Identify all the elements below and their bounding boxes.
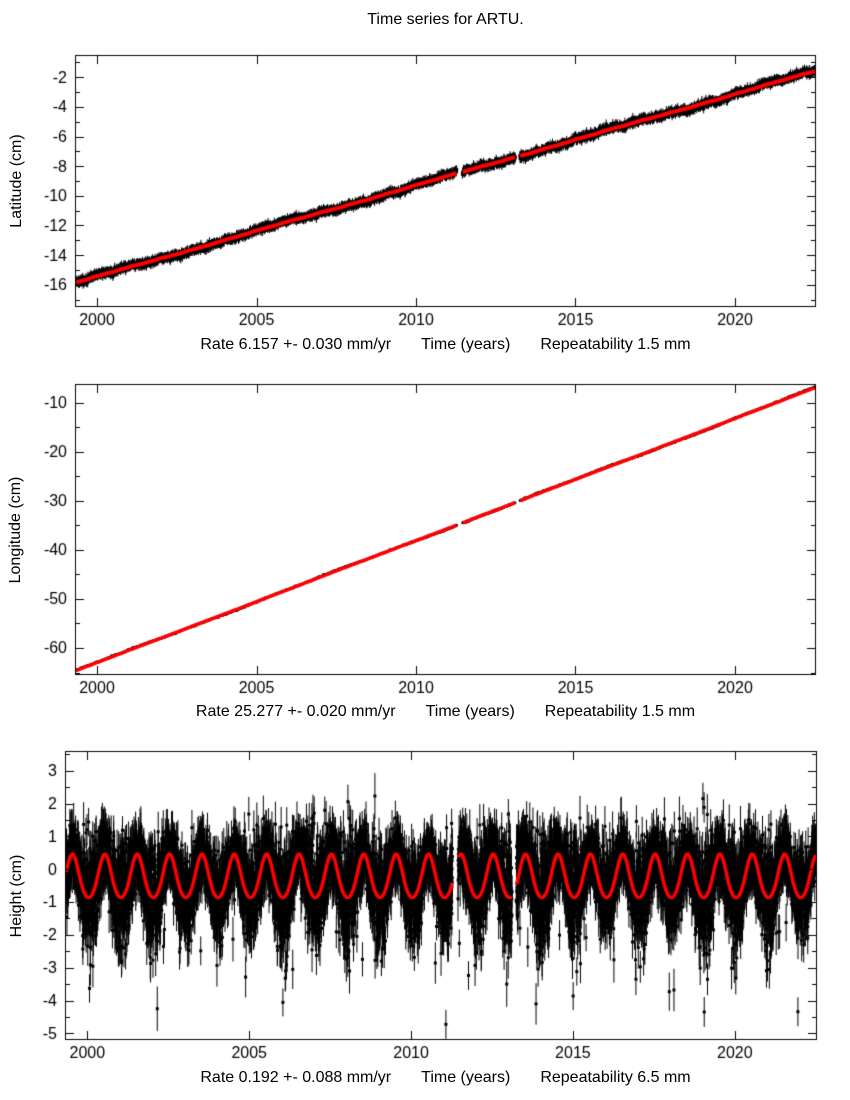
longitude-repeatability-text: Repeatability 1.5 mm <box>544 703 696 720</box>
y-axis-label-latitude: Latitude (cm) <box>8 134 25 228</box>
latitude-x-axis-label: Time (years) <box>421 336 511 353</box>
y-axis-label-height: Height (cm) <box>8 854 25 938</box>
latitude-rate-text: Rate 6.157 +- 0.030 mm/yr <box>200 336 392 353</box>
latitude-repeatability-text: Repeatability 1.5 mm <box>540 336 691 353</box>
latitude-caption: Rate 6.157 +- 0.030 mm/yr Time (years) R… <box>75 336 816 354</box>
longitude-x-axis-label: Time (years) <box>425 703 515 720</box>
height-x-axis-label: Time (years) <box>421 1069 511 1086</box>
longitude-rate-text: Rate 25.277 +- 0.020 mm/yr <box>195 703 396 720</box>
height-rate-text: Rate 0.192 +- 0.088 mm/yr <box>200 1069 392 1086</box>
height-caption: Rate 0.192 +- 0.088 mm/yr Time (years) R… <box>75 1069 816 1087</box>
longitude-caption: Rate 25.277 +- 0.020 mm/yr Time (years) … <box>75 703 816 721</box>
height-repeatability-text: Repeatability 6.5 mm <box>540 1069 691 1086</box>
chart-title: Time series for ARTU. <box>367 11 524 28</box>
y-axis-label-longitude: Longitude (cm) <box>7 476 24 584</box>
